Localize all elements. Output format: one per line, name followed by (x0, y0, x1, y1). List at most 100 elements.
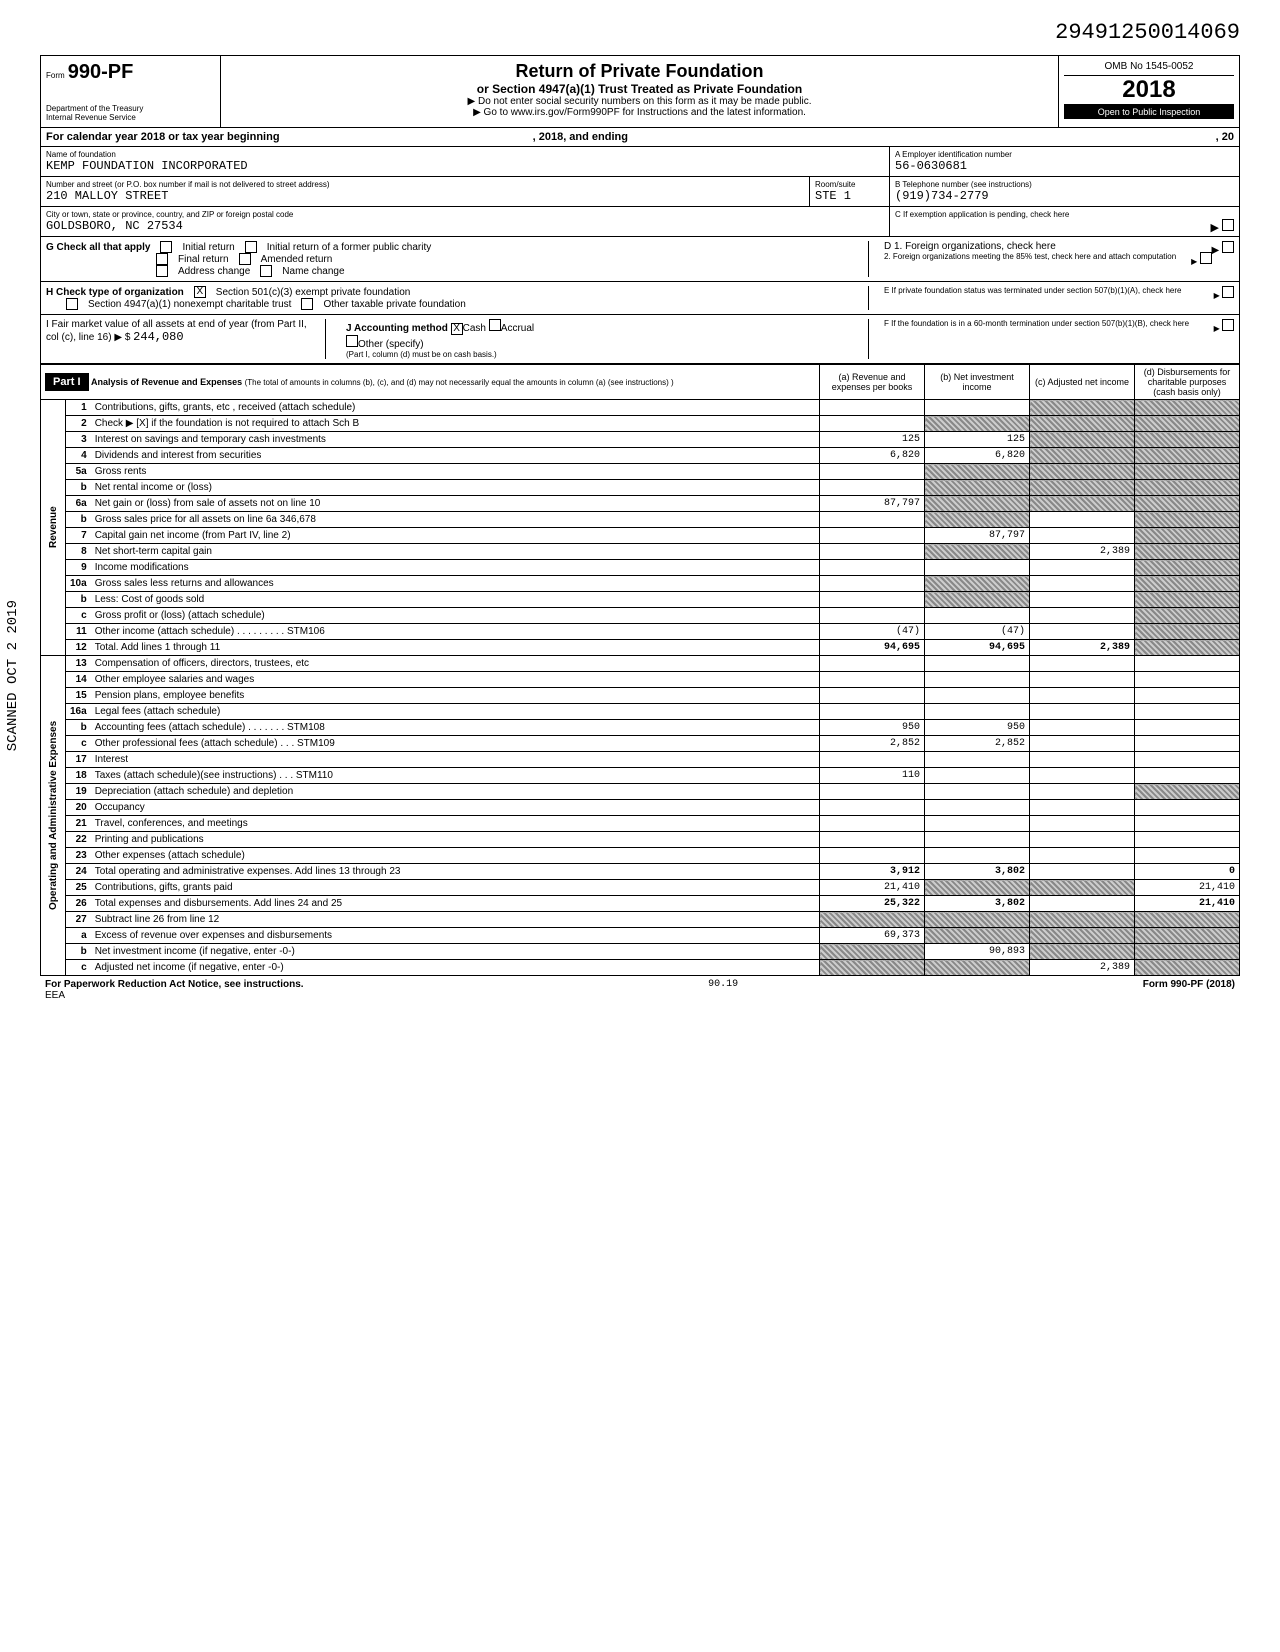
row-description: Less: Cost of goods sold (91, 592, 820, 608)
amount-cell (820, 944, 925, 960)
row-number: 14 (66, 672, 91, 688)
accrual-checkbox[interactable] (489, 319, 501, 331)
receipt-number: 29491250014069 (1055, 20, 1240, 45)
table-row: 2Check ▶ [X] if the foundation is not re… (41, 416, 1240, 432)
row-description: Net investment income (if negative, ente… (91, 944, 820, 960)
amount-cell (925, 768, 1030, 784)
row-number: 8 (66, 544, 91, 560)
eea-label: EEA (45, 990, 65, 1001)
table-row: 20Occupancy (41, 800, 1240, 816)
amount-cell (1135, 640, 1240, 656)
other-foundation-checkbox[interactable] (301, 298, 313, 310)
amount-cell (1135, 832, 1240, 848)
amount-cell: 2,389 (1030, 640, 1135, 656)
section-f-checkbox[interactable] (1222, 319, 1234, 331)
row-description: Other professional fees (attach schedule… (91, 736, 820, 752)
amount-cell (820, 912, 925, 928)
calyear-end: , 20 (1216, 131, 1234, 143)
amount-cell (820, 416, 925, 432)
row-number: b (66, 944, 91, 960)
table-row: Operating and Administrative Expenses13C… (41, 656, 1240, 672)
amount-cell (1030, 704, 1135, 720)
row-number: 4 (66, 448, 91, 464)
amount-cell (1135, 544, 1240, 560)
amount-cell (820, 688, 925, 704)
section-d2-checkbox[interactable] (1200, 252, 1212, 264)
row-number: 16a (66, 704, 91, 720)
calyear-mid: , 2018, and ending (533, 131, 628, 143)
row-number: 19 (66, 784, 91, 800)
amended-return-checkbox[interactable] (239, 253, 251, 265)
row-number: b (66, 720, 91, 736)
row-number: 11 (66, 624, 91, 640)
amount-cell (925, 688, 1030, 704)
amount-cell (820, 816, 925, 832)
name-change-label: Name change (282, 266, 344, 277)
addr-change-checkbox[interactable] (156, 265, 168, 277)
amount-cell: 2,389 (1030, 544, 1135, 560)
other-method-checkbox[interactable] (346, 335, 358, 347)
row-description: Travel, conferences, and meetings (91, 816, 820, 832)
amount-cell (1030, 416, 1135, 432)
section-d-checkbox[interactable] (1222, 241, 1234, 253)
amount-cell (1030, 432, 1135, 448)
amount-cell (1030, 768, 1135, 784)
omb-number: OMB No 1545-0052 (1064, 61, 1234, 76)
row-number: 7 (66, 528, 91, 544)
amount-cell (1135, 944, 1240, 960)
amount-cell (1135, 960, 1240, 976)
amount-cell (820, 480, 925, 496)
amount-cell (1135, 704, 1240, 720)
row-description: Capital gain net income (from Part IV, l… (91, 528, 820, 544)
row-number: 23 (66, 848, 91, 864)
table-row: 4Dividends and interest from securities6… (41, 448, 1240, 464)
footer-handwritten: 90.19 (708, 979, 738, 1001)
row-description: Income modifications (91, 560, 820, 576)
row-description: Printing and publications (91, 832, 820, 848)
other-method-label: Other (specify) (358, 339, 424, 350)
row-number: 10a (66, 576, 91, 592)
section-i-j-f: I Fair market value of all assets at end… (40, 315, 1240, 364)
4947-checkbox[interactable] (66, 298, 78, 310)
amount-cell (1030, 400, 1135, 416)
section-e-label: E If private foundation status was termi… (884, 286, 1181, 295)
name-label: Name of foundation (46, 150, 884, 159)
amount-cell (1030, 800, 1135, 816)
amount-cell (1030, 720, 1135, 736)
amount-cell: 69,373 (820, 928, 925, 944)
part1-note: (The total of amounts in columns (b), (c… (245, 378, 674, 387)
amount-cell (1135, 448, 1240, 464)
section-e-checkbox[interactable] (1222, 286, 1234, 298)
table-row: 15Pension plans, employee benefits (41, 688, 1240, 704)
initial-former-checkbox[interactable] (245, 241, 257, 253)
name-change-checkbox[interactable] (260, 265, 272, 277)
room-label: Room/suite (815, 180, 884, 189)
501c3-checkbox[interactable]: X (194, 286, 206, 298)
part1-title: Analysis of Revenue and Expenses (91, 377, 242, 387)
amount-cell: 87,797 (820, 496, 925, 512)
section-c-checkbox[interactable] (1222, 219, 1234, 231)
cash-checkbox[interactable]: X (451, 323, 463, 335)
ein: 56-0630681 (895, 159, 1234, 173)
fmv-value: 244,080 (133, 330, 183, 344)
amount-cell (1135, 816, 1240, 832)
amount-cell: 21,410 (1135, 880, 1240, 896)
amount-cell (820, 784, 925, 800)
amount-cell (1030, 736, 1135, 752)
calendar-year-row: For calendar year 2018 or tax year begin… (40, 128, 1240, 147)
form-note1: ▶ Do not enter social security numbers o… (226, 96, 1053, 107)
initial-return-checkbox[interactable] (160, 241, 172, 253)
irs-label: Internal Revenue Service (46, 113, 215, 122)
initial-former-label: Initial return of a former public charit… (267, 242, 432, 253)
form-version: Form 990-PF (2018) (1143, 979, 1235, 1001)
amount-cell: 950 (820, 720, 925, 736)
section-f-label: F If the foundation is in a 60-month ter… (884, 319, 1189, 328)
amount-cell (1030, 784, 1135, 800)
amount-cell (820, 608, 925, 624)
form-prefix: Form (46, 71, 65, 80)
final-return-checkbox[interactable] (156, 253, 168, 265)
form-note2: ▶ Go to www.irs.gov/Form990PF for Instru… (226, 107, 1053, 118)
amount-cell: 2,852 (820, 736, 925, 752)
amount-cell (1030, 688, 1135, 704)
revenue-side-label: Revenue (46, 402, 61, 653)
